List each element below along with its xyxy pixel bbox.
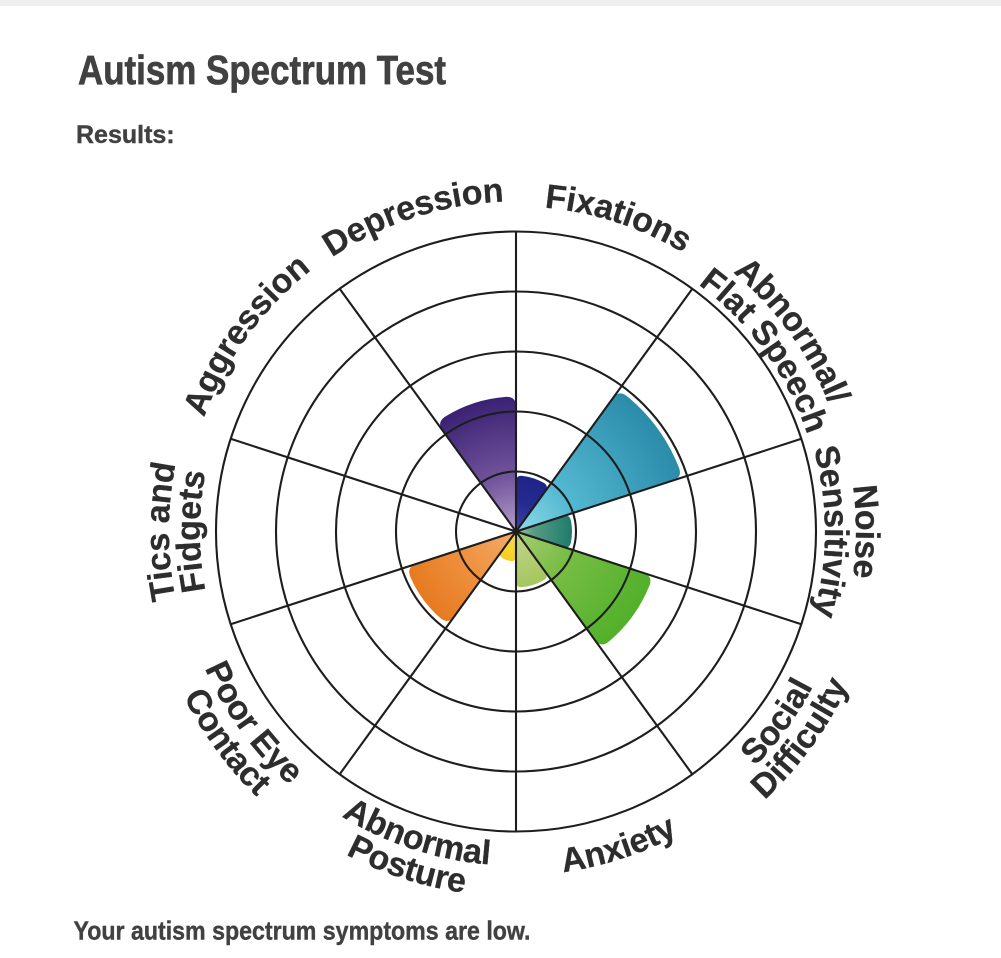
svg-text:Noise: Noise xyxy=(845,483,886,580)
svg-text:Results:: Results: xyxy=(76,121,175,149)
svg-text:Autism Spectrum Test: Autism Spectrum Test xyxy=(78,47,446,93)
svg-text:Your autism spectrum symptoms: Your autism spectrum symptoms are low. xyxy=(74,916,531,946)
